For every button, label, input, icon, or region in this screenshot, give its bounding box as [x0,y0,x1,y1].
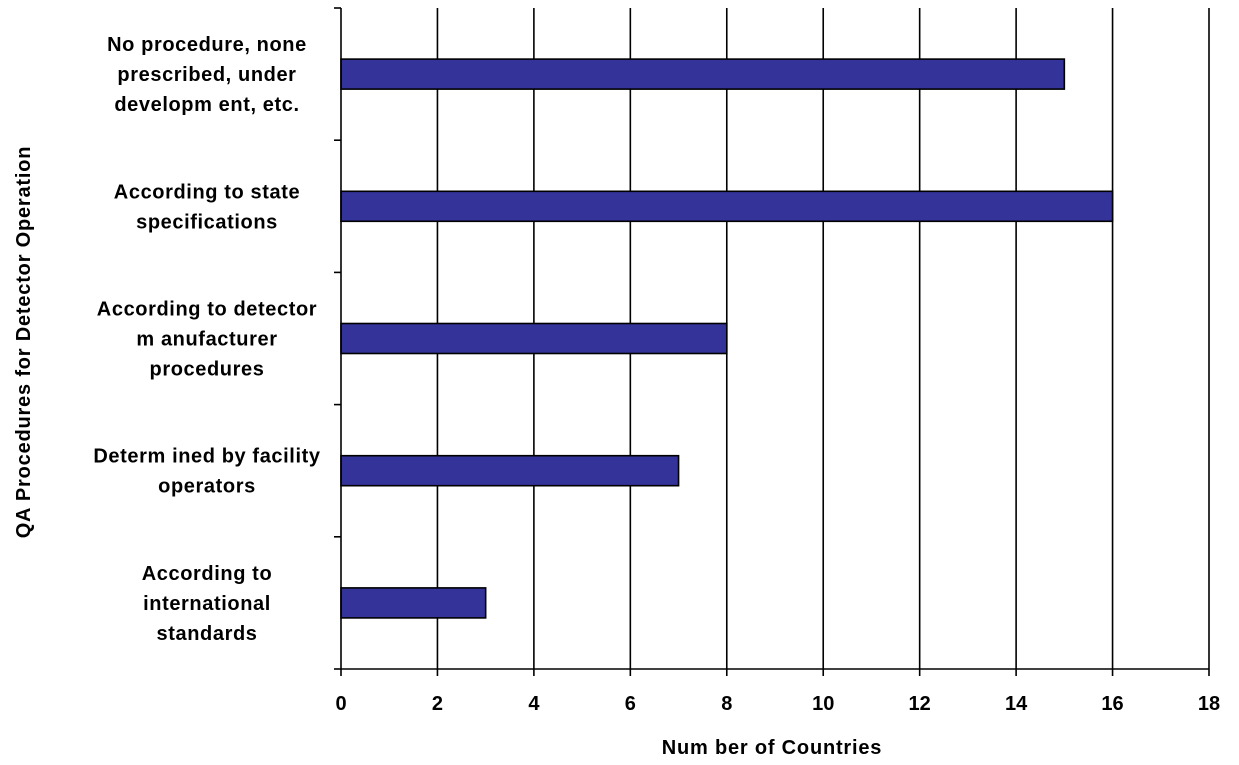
category-label-line: No procedure, none [107,34,307,56]
x-tick-label: 16 [1101,693,1123,715]
category-label: No procedure, none prescribed, under devel… [107,34,307,116]
x-tick-label: 0 [335,693,346,715]
category-label: According to state specifications [114,181,300,233]
y-axis-title: QA Procedures for Detector Operation [13,146,35,539]
category-label-line: Determ ined by facility [93,446,320,468]
x-tick-label: 14 [1005,693,1028,715]
x-tick-label: 10 [812,693,834,715]
x-tick-label: 4 [528,693,540,715]
category-label-line: international [143,593,271,615]
category-label-line: specifications [136,211,278,233]
category-label-line: standards [157,623,258,645]
x-tick-label: 6 [625,693,636,715]
x-tick-label: 2 [432,693,443,715]
bar [341,324,727,354]
bar [341,588,486,618]
category-label-line: procedures [150,359,265,381]
bar [341,59,1064,89]
bar [341,456,679,486]
category-label-line: According to state [114,181,300,203]
x-tick-label: 18 [1198,693,1220,715]
x-tick-label: 8 [721,693,732,715]
x-tick-label: 12 [909,693,931,715]
category-label: According to detector m anufacturer proced… [97,299,317,381]
bar [341,191,1113,221]
category-label-line: operators [158,476,256,498]
category-label: Determ ined by facility operators [93,446,320,498]
category-label-line: According to [142,563,273,585]
category-label-line: According to detector [97,299,317,321]
x-axis-title: Num ber of Countries [662,737,882,759]
category-label: According to international standards [142,563,273,645]
labels: 0 2 4 6 8 10 12 14 16 18 No procedure, none prescri… [93,34,1220,715]
category-label-line: developm ent, etc. [114,94,299,116]
category-label-line: prescribed, under [117,64,296,86]
category-label-line: m anufacturer [136,329,277,351]
